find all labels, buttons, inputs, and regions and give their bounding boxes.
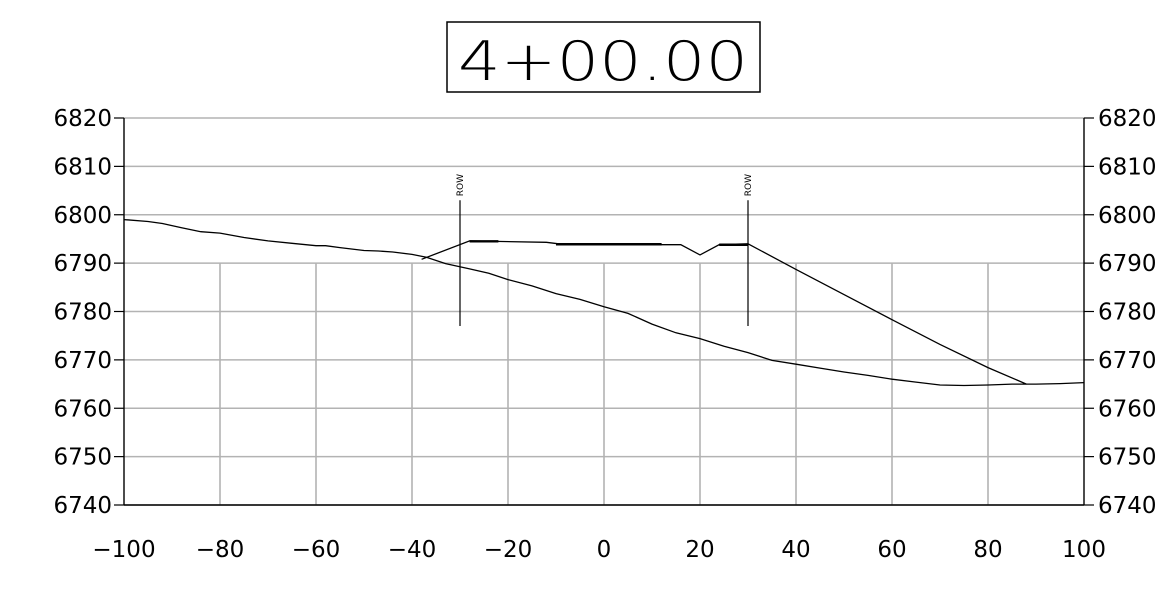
y-tick-label-right: 6770 bbox=[1098, 348, 1157, 374]
x-tick-label: 100 bbox=[1062, 537, 1106, 563]
x-tick-label: 40 bbox=[781, 537, 810, 563]
x-tick-label: −60 bbox=[292, 537, 341, 563]
x-tick-label: 20 bbox=[685, 537, 714, 563]
title-frame bbox=[446, 21, 761, 93]
x-tick-label: −20 bbox=[484, 537, 533, 563]
y-tick-label-right: 6810 bbox=[1098, 154, 1157, 180]
x-tick-label: 80 bbox=[973, 537, 1002, 563]
annotations: ROW ROW bbox=[456, 174, 754, 327]
y-tick-label-right: 6780 bbox=[1098, 300, 1157, 326]
x-tick-label: 60 bbox=[877, 537, 906, 563]
y-tick-label-right: 6760 bbox=[1098, 396, 1157, 422]
row-label: ROW bbox=[744, 174, 754, 196]
y-tick-label-right: 6790 bbox=[1098, 251, 1157, 277]
x-tick-label: −100 bbox=[92, 537, 155, 563]
tick-labels: 6820 6820 6810 6810 6800 6800 6790 6790 6780 6780… bbox=[53, 106, 1156, 563]
row-label: ROW bbox=[456, 174, 466, 196]
y-tick-label-right: 6820 bbox=[1098, 106, 1157, 132]
series bbox=[123, 218, 1085, 387]
y-tick-label-left: 6740 bbox=[53, 493, 112, 519]
y-tick-label-left: 6770 bbox=[53, 348, 112, 374]
y-tick-label-left: 6760 bbox=[53, 396, 112, 422]
x-tick-label: 0 bbox=[597, 537, 612, 563]
y-tick-label-left: 6800 bbox=[53, 203, 112, 229]
y-tick-label-left: 6780 bbox=[53, 300, 112, 326]
title-box: 4+00.00 bbox=[446, 21, 761, 93]
existing-ground-line bbox=[123, 218, 1085, 387]
y-tick-label-left: 6750 bbox=[53, 445, 112, 471]
y-tick-label-left: 6820 bbox=[53, 106, 112, 132]
axes bbox=[114, 117, 1094, 506]
chart-title: 4+00.00 bbox=[458, 30, 748, 93]
y-tick-label-right: 6740 bbox=[1098, 493, 1157, 519]
y-tick-label-left: 6790 bbox=[53, 251, 112, 277]
grid bbox=[124, 117, 1084, 506]
y-tick-label-right: 6800 bbox=[1098, 203, 1157, 229]
y-tick-label-right: 6750 bbox=[1098, 445, 1157, 471]
y-tick-label-left: 6810 bbox=[53, 154, 112, 180]
x-tick-label: −80 bbox=[196, 537, 245, 563]
x-tick-label: −40 bbox=[388, 537, 437, 563]
